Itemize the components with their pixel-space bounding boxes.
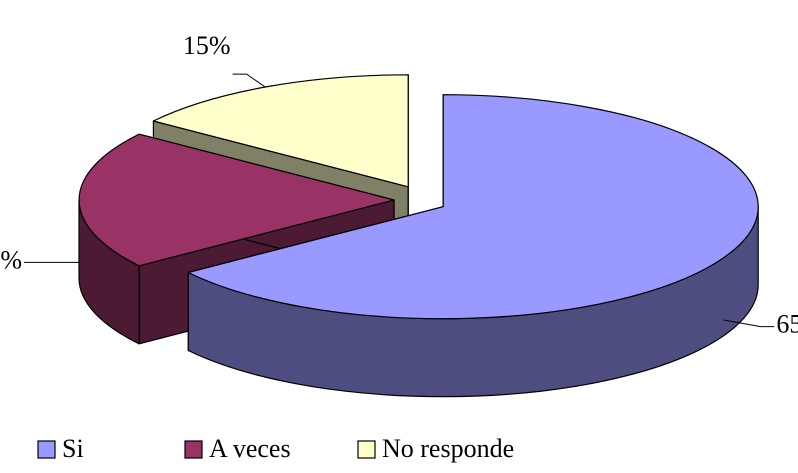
- data-label: 65%: [776, 310, 798, 339]
- data-label: 15%: [183, 31, 231, 60]
- legend-swatch: [357, 440, 376, 459]
- slice: [187, 94, 759, 320]
- legend-swatch: [37, 440, 56, 459]
- data-label: 20%: [0, 245, 22, 274]
- legend-label: A veces: [209, 434, 291, 463]
- slice: [152, 74, 409, 188]
- leader-line: [723, 319, 775, 328]
- legend-label: Si: [62, 434, 84, 463]
- legend-swatch: [184, 440, 203, 459]
- slice: [78, 133, 395, 267]
- leader-line: [232, 73, 266, 88]
- legend-label: No responde: [382, 434, 514, 463]
